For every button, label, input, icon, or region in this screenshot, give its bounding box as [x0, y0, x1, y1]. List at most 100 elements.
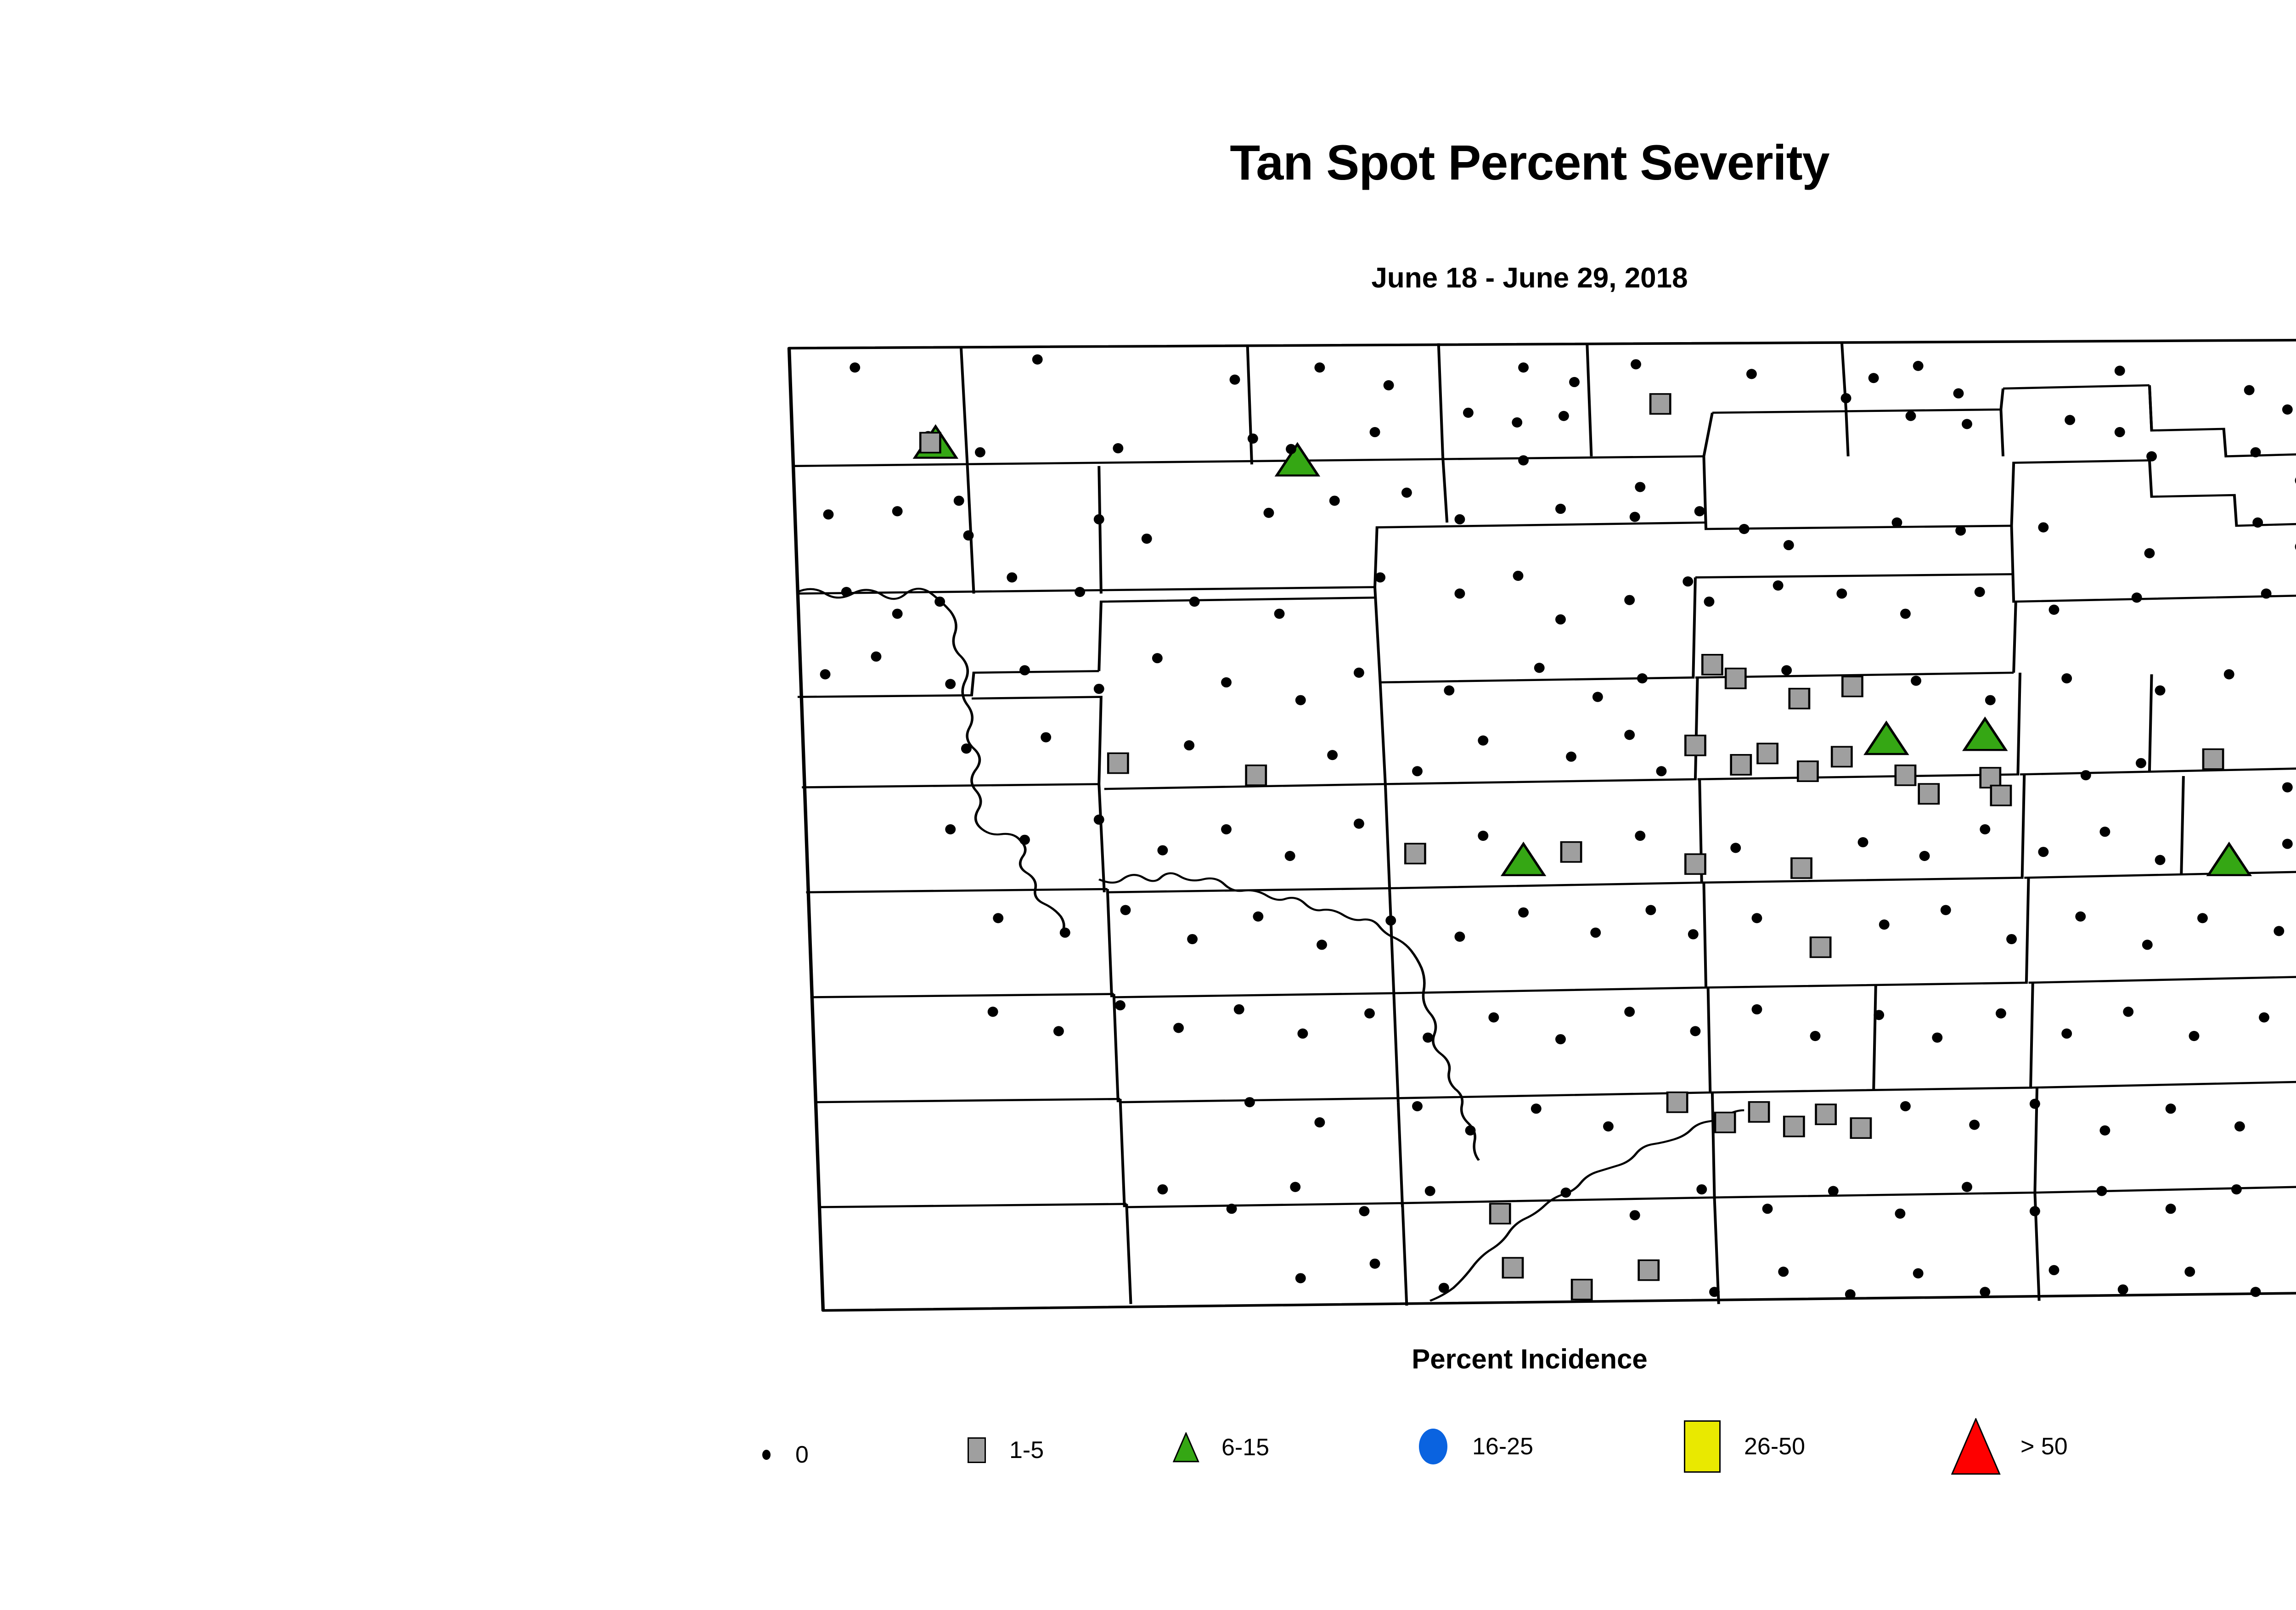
map-marker-0[interactable]	[1955, 525, 1966, 536]
map-marker-0[interactable]	[1369, 1258, 1380, 1269]
map-marker-0[interactable]	[1385, 915, 1396, 926]
map-marker-1-5[interactable]	[1245, 764, 1267, 786]
map-marker-1-5[interactable]	[1796, 760, 1819, 782]
map-marker-0[interactable]	[2006, 934, 2017, 945]
map-marker-0[interactable]	[1531, 1103, 1542, 1114]
map-marker-0[interactable]	[2282, 839, 2293, 849]
map-marker-0[interactable]	[823, 509, 834, 520]
map-marker-0[interactable]	[1353, 818, 1364, 829]
map-marker-0[interactable]	[850, 362, 861, 373]
map-marker-0[interactable]	[2282, 404, 2293, 415]
map-marker-0[interactable]	[945, 679, 956, 689]
map-marker-0[interactable]	[934, 597, 945, 607]
map-marker-0[interactable]	[1913, 1268, 1924, 1278]
map-marker-1-5[interactable]	[1788, 687, 1811, 709]
map-marker-0[interactable]	[945, 824, 956, 835]
map-marker-0[interactable]	[1891, 517, 1902, 528]
map-marker-1-5[interactable]	[1918, 783, 1940, 805]
map-marker-0[interactable]	[1286, 444, 1296, 454]
map-marker-1-5[interactable]	[1570, 1278, 1593, 1300]
map-marker-0[interactable]	[841, 586, 852, 597]
map-marker-0[interactable]	[1555, 503, 1566, 514]
map-marker-0[interactable]	[1247, 433, 1258, 444]
map-marker-0[interactable]	[1739, 524, 1750, 535]
map-marker-1-5[interactable]	[1560, 841, 1582, 863]
map-marker-0[interactable]	[1401, 487, 1412, 498]
map-marker-6-15[interactable]	[1274, 442, 1321, 477]
map-marker-0[interactable]	[1297, 1028, 1308, 1039]
map-marker-0[interactable]	[1263, 507, 1274, 518]
map-marker-0[interactable]	[1845, 1289, 1856, 1300]
map-marker-0[interactable]	[2075, 911, 2086, 922]
map-marker-0[interactable]	[1152, 653, 1163, 664]
map-marker-0[interactable]	[1637, 673, 1648, 684]
map-marker-0[interactable]	[892, 506, 903, 517]
map-marker-0[interactable]	[1383, 380, 1394, 391]
map-marker-0[interactable]	[820, 669, 831, 680]
map-marker-0[interactable]	[1364, 1008, 1375, 1019]
map-marker-1-5[interactable]	[1684, 734, 1706, 756]
map-marker-0[interactable]	[1059, 927, 1070, 938]
map-marker-0[interactable]	[1624, 730, 1635, 740]
map-marker-0[interactable]	[1778, 1267, 1789, 1277]
map-marker-6-15[interactable]	[2206, 841, 2252, 876]
map-marker-0[interactable]	[1868, 373, 1879, 383]
legend-item-3[interactable]: 16-25	[1410, 1429, 1533, 1464]
map-marker-0[interactable]	[2184, 1267, 2195, 1277]
map-marker-0[interactable]	[1075, 586, 1086, 597]
map-marker-0[interactable]	[1465, 1125, 1476, 1136]
map-marker-0[interactable]	[1184, 740, 1195, 751]
map-marker-0[interactable]	[2048, 1265, 2060, 1275]
map-marker-0[interactable]	[1454, 588, 1465, 599]
map-marker-0[interactable]	[2259, 1012, 2269, 1023]
map-marker-0[interactable]	[1375, 572, 1386, 583]
map-marker-1-5[interactable]	[1489, 1203, 1511, 1225]
map-marker-0[interactable]	[1566, 751, 1576, 762]
map-marker-0[interactable]	[1828, 1186, 1839, 1196]
map-marker-0[interactable]	[2065, 415, 2076, 425]
map-marker-0[interactable]	[2114, 366, 2125, 376]
map-marker-0[interactable]	[1513, 570, 1524, 581]
map-marker-0[interactable]	[2250, 447, 2261, 457]
map-marker-0[interactable]	[1656, 766, 1667, 777]
map-marker-0[interactable]	[1120, 905, 1131, 915]
map-marker-0[interactable]	[1911, 676, 1922, 686]
map-marker-0[interactable]	[1438, 1283, 1449, 1293]
map-marker-1-5[interactable]	[1701, 654, 1723, 676]
map-marker-0[interactable]	[1683, 576, 1694, 587]
map-marker-0[interactable]	[1932, 1032, 1943, 1043]
map-marker-0[interactable]	[1980, 1287, 1991, 1297]
map-marker-0[interactable]	[1189, 597, 1200, 607]
map-marker-0[interactable]	[1857, 837, 1868, 848]
map-marker-0[interactable]	[1781, 665, 1792, 676]
map-marker-0[interactable]	[1555, 1034, 1566, 1045]
map-marker-0[interactable]	[1953, 388, 1964, 399]
map-marker-1-5[interactable]	[1724, 667, 1747, 689]
map-marker-0[interactable]	[963, 530, 974, 541]
map-marker-0[interactable]	[1329, 495, 1340, 506]
map-marker-0[interactable]	[1488, 1012, 1499, 1023]
map-marker-1-5[interactable]	[1850, 1117, 1872, 1139]
map-marker-1-5[interactable]	[1990, 784, 2012, 806]
map-marker-0[interactable]	[1221, 677, 1232, 688]
map-marker-0[interactable]	[1810, 1030, 1821, 1041]
map-marker-0[interactable]	[2295, 475, 2296, 485]
legend-item-1[interactable]: 1-5	[960, 1436, 1044, 1464]
map-marker-0[interactable]	[993, 913, 1004, 923]
map-marker-0[interactable]	[974, 447, 985, 457]
map-marker-0[interactable]	[2273, 926, 2285, 936]
map-marker-0[interactable]	[1962, 419, 1972, 429]
map-marker-0[interactable]	[1244, 1097, 1255, 1108]
map-marker-0[interactable]	[1423, 1032, 1434, 1043]
map-marker-0[interactable]	[953, 495, 964, 506]
map-marker-0[interactable]	[1295, 695, 1306, 705]
map-marker-0[interactable]	[1995, 1008, 2006, 1019]
map-marker-1-5[interactable]	[1730, 754, 1752, 776]
map-marker-0[interactable]	[1773, 580, 1784, 591]
map-marker-0[interactable]	[1173, 1023, 1184, 1033]
map-marker-0[interactable]	[2096, 1186, 2107, 1196]
map-marker-0[interactable]	[1019, 834, 1030, 845]
map-marker-0[interactable]	[1157, 845, 1168, 856]
map-marker-0[interactable]	[1694, 506, 1705, 517]
map-marker-1-5[interactable]	[1107, 752, 1129, 774]
